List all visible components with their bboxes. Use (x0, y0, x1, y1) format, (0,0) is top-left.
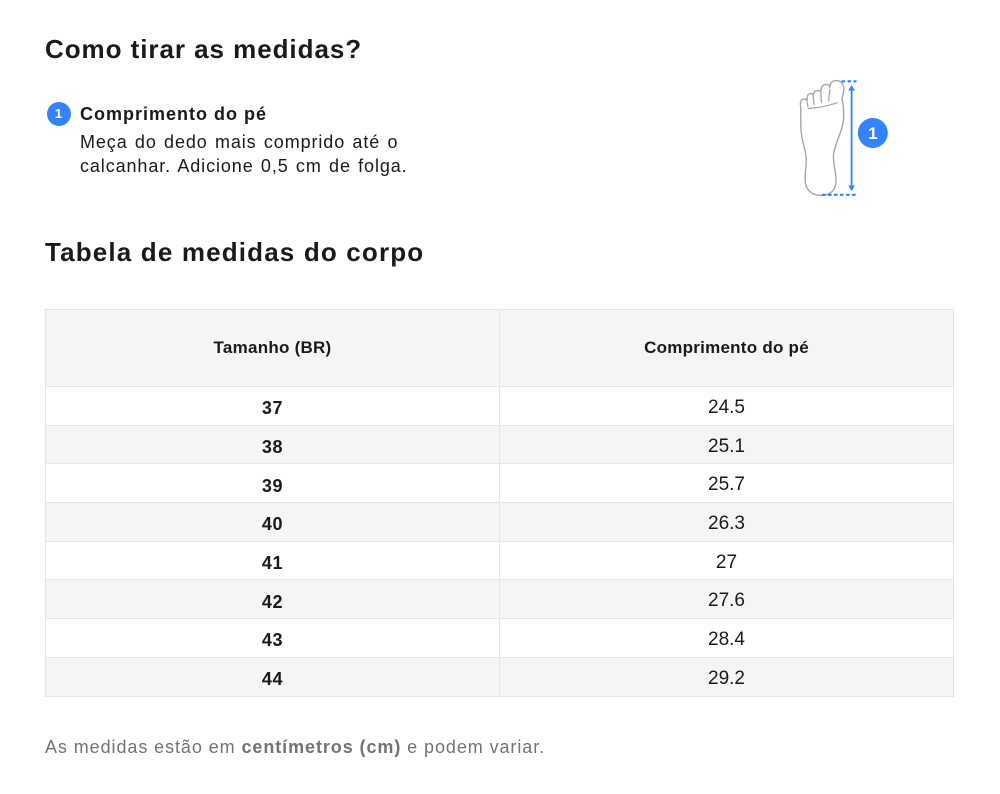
svg-text:1: 1 (868, 124, 877, 143)
